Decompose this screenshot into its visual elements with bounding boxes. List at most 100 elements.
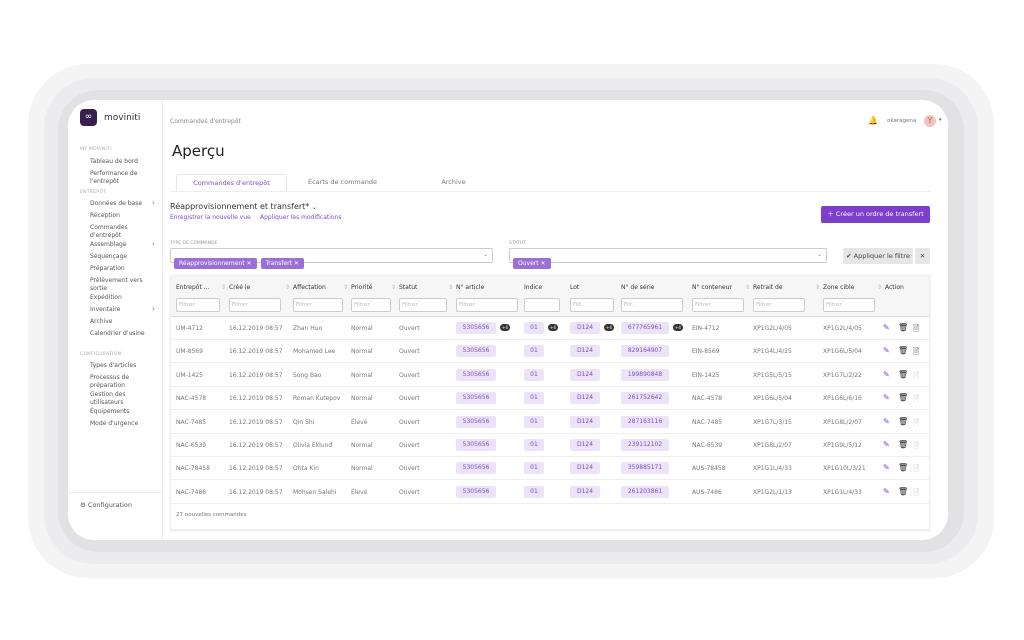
sort-icon[interactable]: ⇕ (343, 284, 349, 291)
table-row[interactable]: NAC-7485 16.12.2019 08:57 Qin Shi Élevé Ouve… (171, 411, 929, 434)
delete-icon[interactable]: 🗑 (898, 463, 909, 473)
value-tag[interactable]: 5305656 (456, 439, 496, 451)
value-tag[interactable]: 5305656 (456, 368, 496, 381)
delete-icon[interactable]: 🗑 (898, 440, 909, 449)
value-tag[interactable]: D124 (570, 392, 600, 405)
column-filter-input[interactable]: Filtrer (456, 298, 518, 312)
avatar[interactable]: Y (924, 115, 936, 127)
table-row[interactable]: UM-1425 16.12.2019 08:57 Song Bao Normal Ouv… (171, 364, 929, 387)
table-row[interactable]: NAC-4578 16.12.2019 08:57 Roman Kutepov Nor… (171, 387, 929, 411)
column-header[interactable]: Affectation (293, 284, 326, 291)
sidebar-item[interactable]: Préparation (90, 265, 125, 272)
edit-icon[interactable]: ✎ (883, 463, 890, 473)
column-header[interactable]: Entrepôt ... (176, 284, 210, 291)
column-filter-input[interactable]: Filt... (570, 298, 614, 312)
sort-icon[interactable]: ⇕ (221, 284, 227, 291)
delete-icon[interactable]: 🗑 (898, 486, 909, 496)
sidebar-item[interactable]: Mode d'urgence (90, 420, 139, 427)
tab-archive[interactable]: Archive (441, 178, 466, 186)
column-header[interactable]: Statut (399, 284, 418, 291)
edit-icon[interactable]: ✎ (883, 346, 890, 356)
column-filter-input[interactable]: Filtrer (823, 298, 875, 312)
delete-icon[interactable]: 🗑 (898, 323, 909, 332)
value-tag[interactable]: 01 (524, 415, 544, 428)
clear-filter-button[interactable]: ✕ (915, 248, 930, 264)
edit-icon[interactable]: ✎ (883, 486, 890, 496)
sidebar-item[interactable]: Archive (90, 318, 113, 325)
type-filter-select[interactable]: Réapprovisionnement ✕ Transfert ✕ ⌄ (170, 248, 493, 269)
document-icon[interactable]: 🗎 (913, 417, 920, 427)
value-tag[interactable]: 829164907 (621, 345, 669, 358)
column-header[interactable]: Retrait de (753, 284, 783, 291)
value-tag[interactable]: 01 (524, 392, 544, 405)
sidebar-item[interactable]: Données de base (90, 200, 143, 207)
more-badge[interactable]: +4 (673, 324, 683, 331)
value-tag[interactable]: 261203861 (621, 485, 669, 498)
more-badge[interactable]: +4 (500, 324, 510, 331)
sidebar-item[interactable]: Équipements (90, 408, 130, 415)
more-badge[interactable]: +4 (604, 324, 614, 331)
sidebar-configuration[interactable]: ⚙ Configuration (80, 501, 132, 509)
value-tag[interactable]: D124 (570, 368, 600, 381)
edit-icon[interactable]: ✎ (883, 369, 890, 379)
value-tag[interactable]: 359885171 (621, 462, 669, 475)
delete-icon[interactable]: 🗑 (898, 369, 909, 379)
column-filter-input[interactable]: Filt... (621, 298, 683, 312)
value-tag[interactable]: 01 (524, 439, 544, 451)
value-tag[interactable]: 5305656 (456, 462, 496, 475)
view-selector[interactable]: Réapprovisionnement et transfert* ⌄ (170, 202, 317, 211)
column-filter-input[interactable] (524, 298, 560, 312)
table-row[interactable]: UM-4712 16.12.2019 08:57 Zhan Huo Normal Ouv… (171, 317, 929, 340)
value-tag[interactable]: 677765961 (621, 322, 669, 334)
chevron-down-icon[interactable]: ▾ (939, 117, 942, 123)
sidebar-item[interactable]: Expédition (90, 294, 122, 301)
edit-icon[interactable]: ✎ (883, 393, 890, 403)
chip-ouvert[interactable]: Ouvert ✕ (513, 258, 551, 269)
sidebar-item[interactable]: Performance de l'entrepôt (90, 170, 138, 185)
column-filter-input[interactable]: Filtrer (176, 298, 220, 312)
edit-icon[interactable]: ✎ (883, 440, 890, 449)
value-tag[interactable]: 5305656 (456, 392, 496, 405)
sort-icon[interactable]: ⇕ (448, 284, 454, 291)
value-tag[interactable]: 01 (524, 322, 544, 334)
sidebar-item[interactable]: Inventaire (90, 306, 121, 313)
document-icon[interactable]: 🗎 (913, 347, 920, 357)
column-filter-input[interactable]: Filtrer (692, 298, 744, 312)
document-icon[interactable]: 🗎 (913, 487, 920, 497)
value-tag[interactable]: 261752642 (621, 392, 669, 405)
sort-icon[interactable]: ⇕ (815, 284, 821, 291)
value-tag[interactable]: 01 (524, 368, 544, 381)
document-icon[interactable]: 🗎 (913, 394, 920, 404)
value-tag[interactable]: 287163116 (621, 415, 669, 428)
sidebar-item[interactable]: Assemblage (90, 241, 127, 248)
delete-icon[interactable]: 🗑 (898, 416, 909, 426)
apply-filter-button[interactable]: ✔ Appliquer le filtre (843, 248, 913, 264)
sort-icon[interactable]: ⇕ (877, 284, 883, 291)
bell-icon[interactable]: 🔔 (868, 116, 878, 125)
value-tag[interactable]: D124 (570, 345, 600, 358)
column-header[interactable]: N° conteneur (692, 284, 732, 291)
sidebar-item[interactable]: Commandes d'entrepôt (90, 224, 128, 239)
value-tag[interactable]: 199890848 (621, 368, 669, 381)
table-row[interactable]: UM-8569 16.12.2019 08:57 Mohamed Lee Normal… (171, 340, 929, 364)
table-row[interactable]: NAC-78458 16.12.2019 08:57 Ohta Kin Normal O… (171, 457, 929, 481)
table-row[interactable]: NAC-6539 16.12.2019 08:57 Olivia Eklund Nor… (171, 434, 929, 457)
sort-icon[interactable]: ⇕ (391, 284, 397, 291)
column-filter-input[interactable]: Filtrer (753, 298, 805, 312)
column-header[interactable]: Priorité (351, 284, 373, 291)
sidebar-item[interactable]: Séquençage (90, 253, 128, 260)
value-tag[interactable]: D124 (570, 322, 600, 334)
chevron-right-icon[interactable]: › (152, 240, 155, 248)
value-tag[interactable]: D124 (570, 485, 600, 498)
document-icon[interactable]: 🗎 (913, 441, 920, 450)
document-icon[interactable]: 🗎 (913, 370, 920, 380)
edit-icon[interactable]: ✎ (883, 416, 890, 426)
sidebar-item[interactable]: Réception (90, 212, 120, 219)
delete-icon[interactable]: 🗑 (898, 346, 909, 356)
value-tag[interactable]: D124 (570, 462, 600, 475)
create-transfer-button[interactable]: ＋ Créer un ordre de transfert (821, 206, 930, 223)
column-filter-input[interactable]: Filtrer (399, 298, 447, 312)
value-tag[interactable]: 239112102 (621, 439, 669, 451)
value-tag[interactable]: 01 (524, 485, 544, 498)
value-tag[interactable]: D124 (570, 439, 600, 451)
